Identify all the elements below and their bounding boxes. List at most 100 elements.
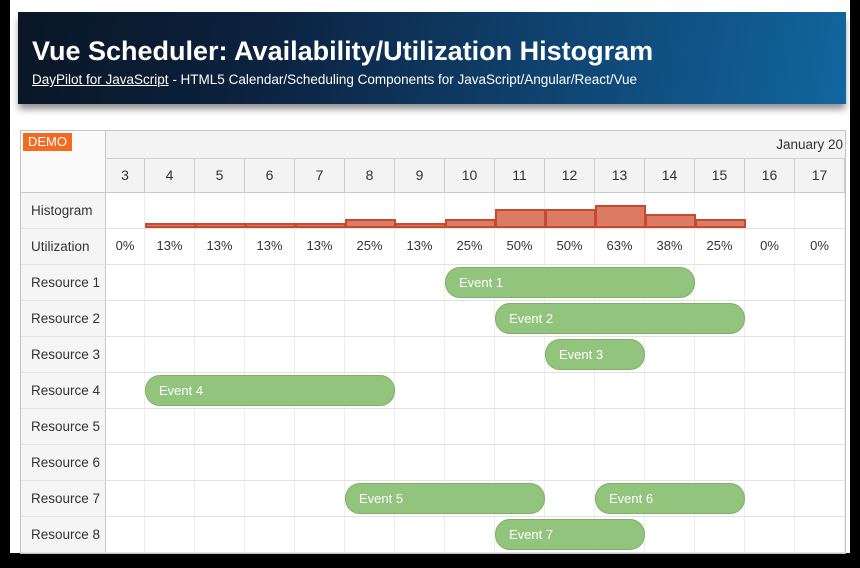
grid-cell[interactable]: [745, 517, 795, 552]
grid-cell[interactable]: [106, 265, 145, 300]
grid-cell[interactable]: [395, 373, 445, 408]
grid-cell[interactable]: [795, 337, 845, 372]
grid-cell[interactable]: [495, 445, 545, 480]
day-header-cell[interactable]: 10: [445, 159, 495, 192]
event-bar[interactable]: Event 2: [495, 303, 745, 334]
grid-cell[interactable]: [245, 301, 295, 336]
grid-cell[interactable]: [495, 373, 545, 408]
day-header-cell[interactable]: 13: [595, 159, 645, 192]
grid-cell[interactable]: [106, 301, 145, 336]
grid-cell[interactable]: [595, 409, 645, 444]
grid-cell[interactable]: [695, 517, 745, 552]
grid-cell[interactable]: [145, 337, 195, 372]
grid-cell[interactable]: [745, 445, 795, 480]
event-bar[interactable]: Event 6: [595, 483, 745, 514]
grid-cell[interactable]: [245, 409, 295, 444]
grid-cell[interactable]: [745, 301, 795, 336]
grid-cell[interactable]: [295, 445, 345, 480]
grid-cell[interactable]: [645, 373, 695, 408]
day-header-cell[interactable]: 14: [645, 159, 695, 192]
grid-cell[interactable]: [395, 301, 445, 336]
grid-cell[interactable]: [695, 445, 745, 480]
grid-cell[interactable]: [195, 517, 245, 552]
day-header-cell[interactable]: 5: [195, 159, 245, 192]
day-header-cell[interactable]: 11: [495, 159, 545, 192]
grid-cell[interactable]: [345, 337, 395, 372]
grid-cell[interactable]: [195, 301, 245, 336]
grid-cell[interactable]: [395, 445, 445, 480]
grid-cell[interactable]: [645, 517, 695, 552]
grid-cell[interactable]: [645, 445, 695, 480]
grid-cell[interactable]: [345, 409, 395, 444]
grid-cell[interactable]: [795, 265, 845, 300]
grid-cell[interactable]: [795, 445, 845, 480]
grid-cell[interactable]: [745, 481, 795, 516]
grid-cell[interactable]: [195, 409, 245, 444]
grid-cell[interactable]: [295, 265, 345, 300]
event-bar[interactable]: Event 4: [145, 375, 395, 406]
grid-cell[interactable]: [445, 301, 495, 336]
grid-cell[interactable]: [395, 337, 445, 372]
grid-cell[interactable]: [195, 265, 245, 300]
event-bar[interactable]: Event 3: [545, 339, 645, 370]
grid-cell[interactable]: [545, 373, 595, 408]
grid-cell[interactable]: [145, 409, 195, 444]
grid-cell[interactable]: [795, 301, 845, 336]
grid-cell[interactable]: [395, 409, 445, 444]
grid-cell[interactable]: [445, 517, 495, 552]
grid-cell[interactable]: [195, 445, 245, 480]
grid-cell[interactable]: [145, 301, 195, 336]
grid-cell[interactable]: [106, 445, 145, 480]
grid-cell[interactable]: [645, 337, 695, 372]
grid-cell[interactable]: [595, 373, 645, 408]
grid-cell[interactable]: [545, 409, 595, 444]
grid-cell[interactable]: [745, 373, 795, 408]
grid-cell[interactable]: [245, 265, 295, 300]
grid-cell[interactable]: [345, 517, 395, 552]
grid-cell[interactable]: [395, 265, 445, 300]
day-header-cell[interactable]: 6: [245, 159, 295, 192]
grid-cell[interactable]: [745, 337, 795, 372]
grid-cell[interactable]: [106, 409, 145, 444]
day-header-cell[interactable]: 15: [695, 159, 745, 192]
grid-cell[interactable]: [795, 481, 845, 516]
event-bar[interactable]: Event 1: [445, 267, 695, 298]
grid-cell[interactable]: [445, 337, 495, 372]
day-header-cell[interactable]: 7: [295, 159, 345, 192]
grid-cell[interactable]: [295, 301, 345, 336]
grid-cell[interactable]: [445, 445, 495, 480]
grid-cell[interactable]: [795, 409, 845, 444]
grid-cell[interactable]: [645, 409, 695, 444]
day-header-cell[interactable]: 4: [145, 159, 195, 192]
day-header-cell[interactable]: 16: [745, 159, 795, 192]
grid-cell[interactable]: [245, 337, 295, 372]
event-bar[interactable]: Event 7: [495, 519, 645, 550]
grid-cell[interactable]: [695, 265, 745, 300]
day-header-cell[interactable]: 3: [106, 159, 145, 192]
day-header-cell[interactable]: 8: [345, 159, 395, 192]
day-header-cell[interactable]: 12: [545, 159, 595, 192]
day-header-cell[interactable]: 9: [395, 159, 445, 192]
grid-cell[interactable]: [195, 481, 245, 516]
grid-cell[interactable]: [345, 265, 395, 300]
grid-cell[interactable]: [495, 409, 545, 444]
grid-cell[interactable]: [545, 481, 595, 516]
grid-cell[interactable]: [145, 481, 195, 516]
grid-cell[interactable]: [745, 265, 795, 300]
demo-badge[interactable]: DEMO: [23, 133, 72, 151]
grid-cell[interactable]: [345, 301, 395, 336]
grid-cell[interactable]: [145, 445, 195, 480]
grid-cell[interactable]: [395, 517, 445, 552]
grid-cell[interactable]: [106, 517, 145, 552]
grid-cell[interactable]: [695, 337, 745, 372]
day-header-cell[interactable]: 17: [795, 159, 845, 192]
grid-cell[interactable]: [106, 337, 145, 372]
grid-cell[interactable]: [295, 481, 345, 516]
grid-cell[interactable]: [245, 445, 295, 480]
grid-cell[interactable]: [106, 373, 145, 408]
daypilot-link[interactable]: DayPilot for JavaScript: [32, 72, 169, 87]
grid-cell[interactable]: [295, 517, 345, 552]
grid-cell[interactable]: [295, 409, 345, 444]
grid-cell[interactable]: [795, 517, 845, 552]
grid-cell[interactable]: [795, 373, 845, 408]
